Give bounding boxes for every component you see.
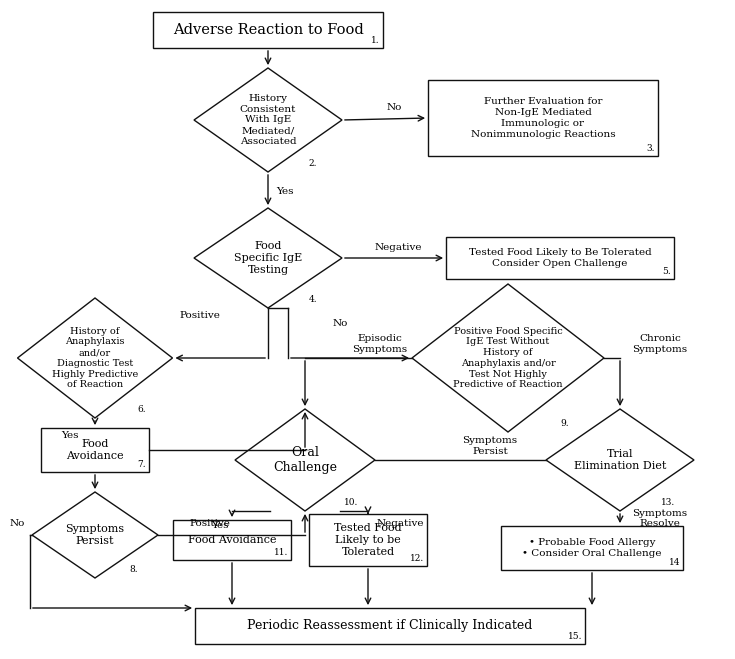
Text: Symptoms
Persist: Symptoms Persist [65,524,124,546]
Text: 8.: 8. [129,565,138,574]
Text: 7.: 7. [137,460,146,469]
Text: Yes: Yes [276,188,294,196]
Text: Food
Avoidance: Food Avoidance [66,439,123,461]
Text: History
Consistent
With IgE
Mediated/
Associated: History Consistent With IgE Mediated/ As… [240,94,296,146]
Text: 14: 14 [669,558,680,567]
Text: 6.: 6. [137,405,146,414]
Text: Yes: Yes [61,432,79,440]
Text: 15.: 15. [567,632,582,641]
Text: Food
Specific IgE
Testing: Food Specific IgE Testing [234,241,302,275]
Text: 13.: 13. [661,498,675,507]
Text: Positive Food Specific
IgE Test Without
History of
Anaphylaxis and/or
Test Not H: Positive Food Specific IgE Test Without … [453,327,563,389]
Text: Oral
Challenge: Oral Challenge [273,445,337,474]
Text: Positive: Positive [190,519,231,527]
Text: 4.: 4. [309,295,318,304]
Text: Positive: Positive [179,312,220,320]
Text: 2.: 2. [309,159,318,168]
Text: Negative: Negative [374,243,422,252]
Text: Episodic
Symptoms: Episodic Symptoms [353,334,408,354]
Text: 5.: 5. [662,267,671,276]
Text: Further Evaluation for
Non-IgE Mediated
Immunologic or
Nonimmunologic Reactions: Further Evaluation for Non-IgE Mediated … [470,98,615,138]
Text: No: No [10,519,25,527]
Text: 12.: 12. [409,554,424,563]
Text: 11.: 11. [273,548,288,557]
Text: Yes: Yes [211,521,229,529]
Text: No: No [332,320,348,328]
Text: Food Avoidance: Food Avoidance [187,535,276,545]
Text: • Probable Food Allergy
• Consider Oral Challenge: • Probable Food Allergy • Consider Oral … [523,538,662,558]
Text: No: No [387,103,402,113]
Text: Tested Food
Likely to be
Tolerated: Tested Food Likely to be Tolerated [334,523,402,557]
Text: Chronic
Symptoms: Chronic Symptoms [632,334,687,354]
Text: Adverse Reaction to Food: Adverse Reaction to Food [173,23,363,37]
Text: Negative: Negative [376,519,424,527]
Text: Symptoms
Persist: Symptoms Persist [462,436,517,456]
Text: Trial
Elimination Diet: Trial Elimination Diet [574,449,666,471]
Text: 1.: 1. [371,36,380,45]
Text: 9.: 9. [561,419,570,428]
Text: 10.: 10. [343,498,358,507]
Text: History of
Anaphylaxis
and/or
Diagnostic Test
Highly Predictive
of Reaction: History of Anaphylaxis and/or Diagnostic… [52,327,138,389]
Text: 3.: 3. [647,144,655,153]
Text: Symptoms
Resolve: Symptoms Resolve [632,509,687,529]
Text: Tested Food Likely to Be Tolerated
Consider Open Challenge: Tested Food Likely to Be Tolerated Consi… [469,248,651,268]
Text: Periodic Reassessment if Clinically Indicated: Periodic Reassessment if Clinically Indi… [247,619,533,633]
